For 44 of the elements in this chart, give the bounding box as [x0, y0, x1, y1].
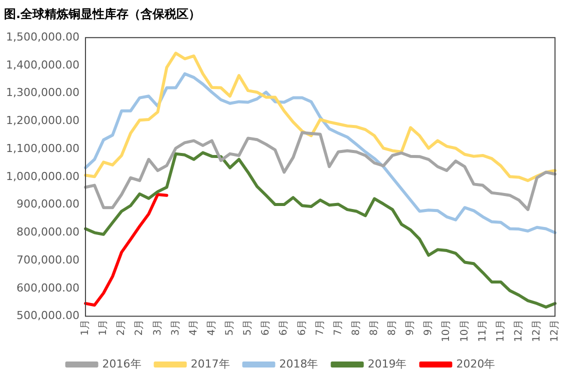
y-tick-label: 1,100,000.00 — [6, 142, 80, 155]
x-tick-label: 6月 — [296, 319, 308, 336]
x-tick-label: 7月 — [332, 319, 344, 336]
y-tick-label: 600,000.00 — [16, 281, 80, 294]
x-tick-label: 4月 — [188, 319, 200, 336]
x-tick-label: 3月 — [152, 319, 164, 336]
legend-label: 2018年 — [279, 357, 318, 370]
x-tick-label: 12月 — [513, 319, 524, 342]
x-tick-label: 11月 — [495, 319, 506, 342]
y-tick-label: 800,000.00 — [16, 226, 80, 239]
y-tick-label: 700,000.00 — [16, 253, 80, 266]
legend-label: 2020年 — [456, 357, 496, 370]
x-tick-label: 8月 — [369, 319, 380, 336]
x-tick-label: 2月 — [116, 319, 128, 336]
legend-label: 2019年 — [368, 357, 407, 370]
x-tick-label: 5月 — [242, 319, 254, 336]
chart-title: 图.全球精炼铜显性库存（含保税区） — [3, 6, 202, 23]
x-tick-label: 12月 — [550, 319, 561, 342]
y-tick-label: 900,000.00 — [16, 198, 80, 211]
x-tick-label: 12月 — [532, 319, 543, 342]
x-tick-label: 5月 — [224, 319, 236, 336]
y-tick-label: 1,300,000.00 — [6, 86, 80, 100]
x-tick-label: 4月 — [206, 319, 218, 336]
y-tick-label: 1,400,000.00 — [6, 58, 80, 72]
x-tick-label: 11月 — [477, 319, 488, 342]
x-tick-label: 1月 — [80, 319, 92, 336]
x-tick-label: 8月 — [350, 319, 362, 336]
x-tick-label: 10月 — [459, 319, 470, 342]
x-tick-label: 9月 — [423, 319, 434, 336]
x-tick-label: 6月 — [278, 319, 290, 336]
legend-label: 2016年 — [102, 357, 142, 370]
x-tick-label: 10月 — [441, 319, 452, 342]
x-tick-label: 6月 — [260, 319, 272, 336]
y-tick-label: 500,000.00 — [16, 309, 80, 322]
y-tick-label: 1,500,000.00 — [6, 30, 80, 44]
x-tick-label: 9月 — [405, 319, 416, 336]
legend-label: 2017年 — [190, 357, 230, 370]
x-tick-label: 2月 — [134, 319, 146, 336]
y-tick-label: 1,000,000.00 — [6, 170, 80, 183]
x-tick-label: 8月 — [387, 319, 398, 336]
x-tick-label: 3月 — [170, 319, 182, 336]
x-tick-label: 7月 — [314, 319, 326, 336]
x-tick-label: 1月 — [98, 319, 110, 336]
y-tick-label: 1,200,000.00 — [6, 114, 80, 128]
